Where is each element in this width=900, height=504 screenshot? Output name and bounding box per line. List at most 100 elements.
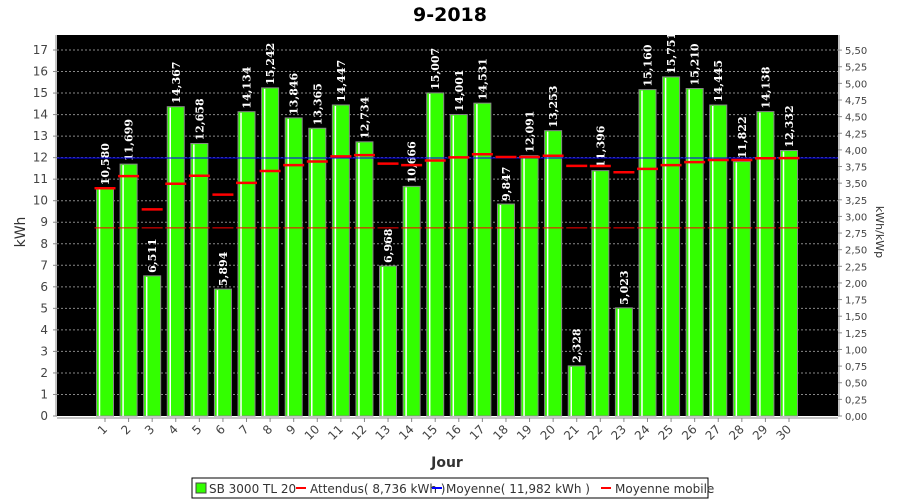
legend-label-moving-average: Moyenne mobile bbox=[615, 482, 714, 496]
y-right-tick-label: 2,25 bbox=[845, 262, 867, 273]
bar bbox=[213, 288, 232, 417]
bar bbox=[732, 160, 751, 417]
legend-label-expected: Attendus( 8,736 kWh ) bbox=[310, 482, 445, 496]
bar bbox=[638, 89, 657, 417]
x-tick-label: 2 bbox=[118, 422, 133, 437]
bar bbox=[685, 88, 704, 417]
x-tick-label: 1 bbox=[95, 422, 110, 437]
data-label: 14,447 bbox=[335, 60, 348, 102]
data-label: 12,091 bbox=[524, 111, 537, 153]
x-tick-label: 11 bbox=[325, 422, 346, 443]
x-tick-label: 7 bbox=[236, 422, 251, 437]
x-tick-label: 18 bbox=[490, 422, 511, 443]
bar bbox=[473, 102, 492, 417]
bar bbox=[709, 104, 728, 417]
y-right-tick-label: 0,50 bbox=[845, 379, 867, 390]
x-tick-label: 27 bbox=[703, 422, 724, 443]
data-label: 13,253 bbox=[547, 86, 560, 128]
bar bbox=[237, 111, 256, 417]
y-tick-label: 12 bbox=[33, 151, 48, 165]
y-tick-label: 5 bbox=[40, 301, 48, 315]
x-tick-label: 25 bbox=[655, 422, 676, 443]
data-label: 14,531 bbox=[476, 58, 489, 100]
data-label: 14,367 bbox=[170, 62, 183, 104]
bar bbox=[284, 117, 303, 417]
y-right-tick-label: 4,50 bbox=[845, 113, 867, 124]
bar bbox=[308, 127, 327, 417]
x-tick-label: 22 bbox=[585, 422, 606, 443]
bar bbox=[662, 76, 681, 417]
y-right-tick-label: 2,50 bbox=[845, 246, 867, 257]
bar bbox=[520, 155, 539, 417]
data-label: 9,847 bbox=[500, 167, 513, 201]
y-right-tick-label: 0,00 bbox=[845, 412, 867, 423]
bar bbox=[567, 365, 586, 417]
y-tick-label: 3 bbox=[40, 344, 48, 358]
x-tick-label: 16 bbox=[443, 422, 464, 443]
bar bbox=[496, 203, 515, 417]
data-label: 15,007 bbox=[429, 48, 442, 90]
bar bbox=[614, 307, 633, 417]
y-tick-label: 7 bbox=[40, 258, 48, 272]
y-right-tick-label: 0,75 bbox=[845, 362, 867, 373]
x-tick-label: 29 bbox=[750, 422, 771, 443]
x-tick-label: 23 bbox=[608, 422, 629, 443]
data-label: 6,968 bbox=[382, 228, 395, 263]
data-label: 15,160 bbox=[641, 44, 654, 86]
data-label: 5,894 bbox=[217, 251, 230, 286]
y-right-tick-label: 3,25 bbox=[845, 196, 867, 207]
data-label: 10,666 bbox=[406, 141, 419, 183]
x-tick-label: 5 bbox=[189, 422, 204, 437]
bar bbox=[379, 265, 398, 417]
y-tick-label: 0 bbox=[40, 409, 48, 423]
y-right-tick-label: 5,50 bbox=[845, 46, 867, 57]
x-tick-label: 13 bbox=[372, 422, 393, 443]
x-tick-label: 15 bbox=[420, 422, 441, 443]
bar bbox=[331, 104, 350, 417]
legend-label-production: SB 3000 TL 20 bbox=[209, 482, 296, 496]
x-tick-label: 17 bbox=[467, 422, 488, 443]
data-label: 5,023 bbox=[618, 270, 631, 304]
bar bbox=[119, 163, 138, 417]
bar bbox=[143, 275, 162, 417]
y-tick-label: 14 bbox=[33, 108, 48, 122]
bar bbox=[756, 111, 775, 417]
y-right-tick-label: 1,75 bbox=[845, 296, 867, 307]
data-label: 6,511 bbox=[146, 238, 159, 272]
data-label: 15,242 bbox=[264, 43, 277, 85]
x-tick-label: 20 bbox=[538, 422, 559, 443]
data-label: 11,699 bbox=[123, 119, 136, 161]
y-right-tick-label: 3,00 bbox=[845, 212, 867, 223]
x-tick-label: 9 bbox=[284, 422, 299, 437]
data-label: 12,332 bbox=[783, 105, 796, 147]
y-tick-label: 6 bbox=[40, 280, 48, 294]
x-tick-label: 6 bbox=[213, 422, 228, 437]
x-tick-label: 4 bbox=[166, 422, 181, 437]
x-tick-label: 21 bbox=[561, 422, 582, 443]
y-tick-label: 13 bbox=[33, 129, 48, 143]
y-right-tick-label: 3,75 bbox=[845, 163, 867, 174]
data-label: 14,001 bbox=[453, 69, 466, 111]
x-tick-label: 28 bbox=[726, 422, 747, 443]
x-tick-label: 26 bbox=[679, 422, 700, 443]
y-tick-label: 11 bbox=[33, 172, 48, 186]
data-label: 14,445 bbox=[712, 60, 725, 102]
y-right-tick-label: 2,75 bbox=[845, 229, 867, 240]
chart-title: 9-2018 bbox=[413, 4, 487, 26]
y-right-tick-label: 3,50 bbox=[845, 179, 867, 190]
data-label: 14,138 bbox=[759, 66, 772, 108]
bar bbox=[355, 141, 374, 417]
bar bbox=[190, 142, 209, 417]
y-tick-label: 4 bbox=[40, 323, 48, 337]
y-tick-label: 15 bbox=[33, 86, 48, 100]
x-tick-label: 19 bbox=[514, 422, 535, 443]
y-right-tick-label: 4,25 bbox=[845, 129, 867, 140]
y-tick-label: 8 bbox=[40, 237, 48, 251]
data-label: 11,396 bbox=[594, 125, 607, 167]
bar bbox=[402, 185, 421, 417]
data-label: 15,751 bbox=[665, 32, 678, 74]
x-tick-label: 24 bbox=[632, 422, 653, 443]
data-label: 13,846 bbox=[288, 72, 301, 114]
data-label: 12,658 bbox=[193, 98, 206, 140]
